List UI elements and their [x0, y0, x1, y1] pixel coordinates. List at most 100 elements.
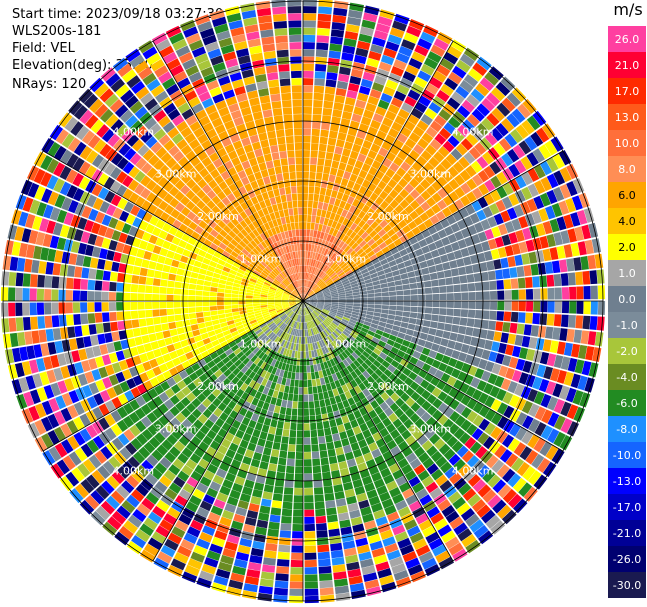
velocity-gate	[224, 143, 235, 154]
velocity-gate	[559, 167, 572, 183]
velocity-gate	[507, 256, 516, 268]
velocity-gate	[320, 255, 326, 263]
velocity-gate	[345, 326, 353, 332]
velocity-gate	[415, 195, 426, 206]
velocity-gate	[271, 204, 279, 212]
velocity-gate	[195, 340, 205, 348]
velocity-gate	[80, 479, 95, 494]
velocity-gate	[303, 70, 314, 79]
velocity-gate	[514, 254, 523, 266]
velocity-gate	[88, 268, 97, 280]
velocity-gate	[183, 325, 192, 333]
velocity-gate	[213, 575, 229, 586]
velocity-gate	[316, 537, 329, 546]
velocity-gate	[460, 227, 471, 239]
velocity-gate	[332, 237, 339, 245]
velocity-gate	[181, 386, 192, 396]
velocity-gate	[231, 394, 241, 404]
velocity-gate	[288, 386, 294, 394]
velocity-gate	[539, 160, 553, 176]
velocity-gate	[351, 286, 359, 291]
velocity-gate	[132, 355, 142, 366]
velocity-gate	[331, 293, 339, 297]
velocity-gate	[401, 254, 411, 262]
velocity-gate	[396, 229, 405, 238]
velocity-gate	[396, 363, 406, 373]
velocity-gate	[350, 280, 358, 286]
velocity-gate	[272, 281, 279, 287]
velocity-gate	[506, 113, 520, 128]
velocity-gate	[437, 146, 450, 158]
velocity-gate	[351, 329, 359, 336]
velocity-gate	[340, 332, 348, 340]
velocity-gate	[447, 203, 459, 214]
velocity-gate	[354, 376, 363, 385]
velocity-gate	[78, 176, 91, 190]
velocity-gate	[284, 128, 294, 137]
velocity-gate	[243, 336, 251, 344]
velocity-gate	[418, 301, 426, 307]
velocity-gate	[373, 333, 382, 340]
velocity-gate	[215, 418, 225, 428]
velocity-gate	[459, 432, 471, 445]
velocity-gate	[359, 330, 367, 337]
velocity-gate	[355, 258, 363, 266]
velocity-gate	[504, 290, 512, 300]
velocity-gate	[320, 129, 329, 138]
velocity-gate	[294, 350, 298, 358]
velocity-gate	[483, 165, 496, 179]
velocity-gate	[456, 219, 467, 230]
velocity-gate	[264, 58, 277, 67]
velocity-gate	[198, 115, 211, 127]
velocity-gate	[540, 393, 552, 408]
velocity-gate	[117, 393, 129, 406]
velocity-gate	[303, 171, 309, 179]
velocity-gate	[303, 207, 308, 215]
velocity-gate	[210, 168, 220, 179]
velocity-gate	[251, 413, 260, 422]
velocity-gate	[396, 167, 407, 178]
velocity-gate	[515, 124, 529, 139]
velocity-gate	[360, 506, 372, 516]
velocity-gate	[449, 472, 462, 485]
velocity-gate	[222, 186, 232, 197]
velocity-gate	[328, 227, 335, 236]
velocity-gate	[238, 186, 247, 195]
velocity-gate	[497, 504, 512, 519]
velocity-gate	[282, 501, 293, 510]
velocity-gate	[150, 84, 165, 98]
velocity-gate	[408, 277, 417, 284]
velocity-gate	[312, 311, 318, 318]
velocity-gate	[331, 299, 339, 301]
velocity-gate	[351, 341, 359, 349]
velocity-gate	[279, 187, 286, 196]
velocity-gate	[142, 361, 152, 372]
velocity-gate	[380, 467, 392, 478]
velocity-gate	[398, 219, 408, 229]
velocity-gate	[283, 355, 289, 364]
velocity-gate	[417, 222, 428, 232]
velocity-gate	[305, 287, 308, 295]
velocity-gate	[388, 305, 397, 311]
velocity-gate	[309, 294, 316, 299]
velocity-gate	[391, 173, 402, 183]
velocity-gate	[226, 221, 236, 230]
velocity-gate	[386, 276, 395, 283]
velocity-gate	[364, 403, 374, 413]
velocity-gate	[123, 201, 135, 213]
velocity-gate	[374, 304, 382, 309]
velocity-gate	[303, 42, 315, 50]
velocity-gate	[254, 267, 263, 274]
velocity-gate	[316, 421, 324, 430]
velocity-gate	[365, 458, 377, 469]
velocity-gate	[504, 245, 514, 257]
velocity-gate	[247, 342, 255, 349]
velocity-gate	[373, 136, 384, 147]
velocity-gate	[410, 402, 421, 413]
velocity-gate	[267, 293, 275, 297]
velocity-gate	[295, 372, 300, 380]
velocity-gate	[285, 186, 292, 195]
velocity-gate	[110, 410, 122, 423]
velocity-gate	[353, 295, 361, 299]
velocity-gate	[540, 425, 553, 440]
